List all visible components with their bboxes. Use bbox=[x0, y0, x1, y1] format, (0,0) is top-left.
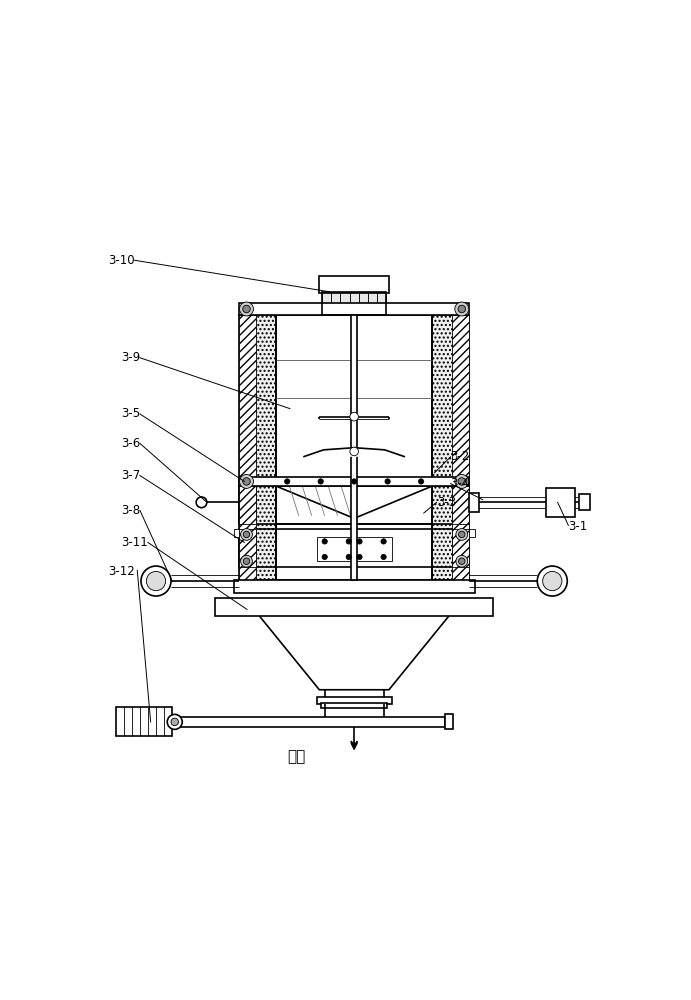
Circle shape bbox=[459, 558, 465, 564]
Text: 3-3: 3-3 bbox=[437, 496, 456, 509]
Circle shape bbox=[459, 531, 465, 538]
Circle shape bbox=[240, 529, 252, 540]
Circle shape bbox=[346, 539, 352, 544]
Circle shape bbox=[381, 539, 386, 544]
Bar bbox=[276, 486, 432, 524]
Text: 3-12: 3-12 bbox=[108, 565, 135, 578]
Circle shape bbox=[350, 447, 359, 456]
Circle shape bbox=[419, 479, 424, 484]
Text: 残碳: 残碳 bbox=[287, 749, 305, 764]
Circle shape bbox=[322, 554, 328, 560]
Bar bbox=[453, 529, 469, 567]
Circle shape bbox=[146, 571, 166, 591]
Circle shape bbox=[458, 478, 466, 485]
Bar bbox=[316, 537, 392, 561]
Circle shape bbox=[357, 539, 362, 544]
Circle shape bbox=[322, 539, 328, 544]
Circle shape bbox=[381, 554, 386, 560]
Bar bbox=[276, 529, 432, 567]
Circle shape bbox=[456, 555, 468, 567]
Bar bbox=[239, 315, 256, 580]
Bar bbox=[350, 292, 359, 315]
Text: 3-6: 3-6 bbox=[121, 437, 140, 450]
Bar bbox=[469, 493, 479, 512]
Bar bbox=[351, 315, 357, 580]
Circle shape bbox=[357, 554, 362, 560]
Text: 3-10: 3-10 bbox=[108, 254, 135, 267]
Bar bbox=[359, 292, 368, 315]
Bar bbox=[432, 486, 469, 524]
Bar bbox=[215, 598, 493, 616]
Bar bbox=[322, 292, 331, 315]
Text: 3-7: 3-7 bbox=[121, 469, 140, 482]
Bar bbox=[341, 292, 350, 315]
Bar bbox=[377, 292, 386, 315]
Circle shape bbox=[243, 478, 250, 485]
Text: 3-9: 3-9 bbox=[121, 351, 140, 364]
Polygon shape bbox=[249, 604, 459, 690]
Bar bbox=[453, 315, 469, 580]
Bar bbox=[239, 529, 276, 567]
Circle shape bbox=[538, 566, 567, 596]
Bar bbox=[175, 717, 445, 727]
Text: 3-4: 3-4 bbox=[451, 477, 470, 490]
Circle shape bbox=[458, 305, 466, 313]
Circle shape bbox=[455, 474, 468, 488]
Bar bbox=[432, 529, 469, 567]
Circle shape bbox=[352, 479, 357, 484]
Bar bbox=[239, 486, 276, 524]
Circle shape bbox=[385, 479, 390, 484]
Circle shape bbox=[243, 558, 249, 564]
Circle shape bbox=[542, 571, 562, 591]
Bar bbox=[579, 494, 589, 510]
Bar bbox=[239, 477, 469, 486]
Circle shape bbox=[456, 529, 468, 540]
Text: 3-5: 3-5 bbox=[121, 407, 140, 420]
Text: 3-1: 3-1 bbox=[568, 520, 587, 533]
Circle shape bbox=[243, 531, 249, 538]
Bar bbox=[239, 486, 256, 524]
Bar bbox=[453, 486, 469, 524]
Text: 3-8: 3-8 bbox=[121, 504, 140, 517]
Polygon shape bbox=[303, 448, 405, 457]
Bar bbox=[239, 315, 276, 580]
Circle shape bbox=[171, 718, 178, 726]
Circle shape bbox=[243, 305, 250, 313]
Bar bbox=[432, 315, 469, 580]
Circle shape bbox=[240, 302, 254, 316]
Text: 3-2: 3-2 bbox=[451, 450, 470, 463]
Bar bbox=[276, 315, 432, 580]
Bar bbox=[546, 488, 575, 517]
Circle shape bbox=[455, 302, 468, 316]
Bar bbox=[116, 707, 172, 736]
Bar bbox=[234, 580, 475, 593]
Circle shape bbox=[240, 555, 252, 567]
Bar bbox=[321, 703, 388, 708]
Circle shape bbox=[141, 566, 171, 596]
Bar bbox=[469, 529, 475, 537]
Circle shape bbox=[240, 474, 254, 488]
Bar bbox=[445, 714, 453, 729]
Circle shape bbox=[318, 479, 323, 484]
Circle shape bbox=[285, 479, 290, 484]
Text: 3-11: 3-11 bbox=[121, 536, 148, 549]
Circle shape bbox=[167, 714, 182, 729]
Bar bbox=[319, 276, 389, 293]
Circle shape bbox=[350, 412, 359, 421]
Bar bbox=[368, 292, 377, 315]
Bar bbox=[322, 292, 386, 315]
Bar bbox=[239, 303, 469, 315]
Bar bbox=[239, 529, 256, 567]
Circle shape bbox=[196, 497, 207, 508]
Bar bbox=[316, 697, 392, 704]
Bar bbox=[234, 529, 239, 537]
Circle shape bbox=[346, 554, 352, 560]
Bar bbox=[331, 292, 341, 315]
